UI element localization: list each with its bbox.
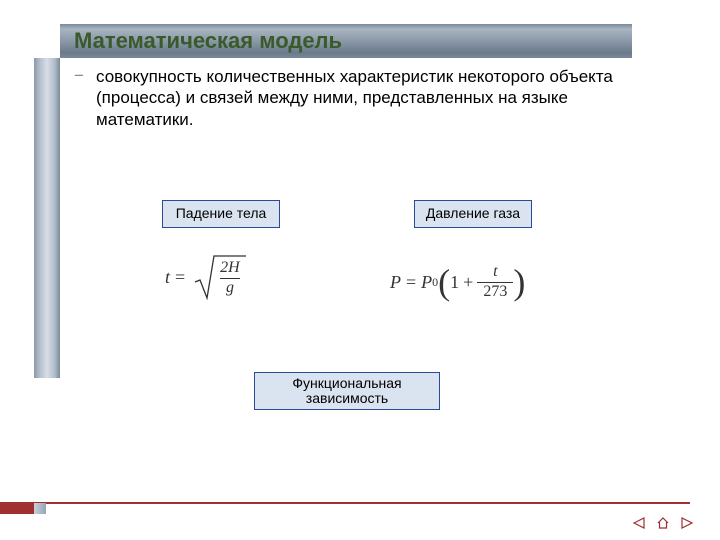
box-functional-dependency: Функциональная зависимость <box>254 372 440 410</box>
box-gas-pressure: Давление газа <box>414 200 532 228</box>
nav-controls <box>630 516 696 530</box>
box-gas-pressure-label: Давление газа <box>426 206 520 221</box>
formula-right-num: t <box>489 264 501 282</box>
triangle-left-icon <box>632 517 646 529</box>
footer-line <box>0 502 690 504</box>
formula-right-den: 273 <box>477 282 513 301</box>
nav-prev-button[interactable] <box>630 516 648 530</box>
box-falling-body-label: Падение тела <box>176 206 267 221</box>
formula-right-frac: t 273 <box>477 264 513 301</box>
formula-right-coef: P <box>421 272 432 293</box>
formula-gas-pressure: P = P0 ( 1 + t 273 ) <box>390 264 525 301</box>
formula-left-eq: = <box>175 267 185 288</box>
triangle-right-icon <box>680 517 694 529</box>
definition-text: совокупность количественных характеристи… <box>96 66 650 130</box>
formula-left-frac: 2H g <box>216 260 244 297</box>
formula-left-num: 2H <box>216 260 244 278</box>
formula-right-lhs: P <box>390 272 401 293</box>
formula-right-eq: = <box>406 272 416 293</box>
side-decoration <box>34 58 60 378</box>
paren-open-icon: ( <box>438 266 450 298</box>
paren-close-icon: ) <box>513 266 525 298</box>
formula-right-plus: + <box>463 272 473 293</box>
nav-next-button[interactable] <box>678 516 696 530</box>
formula-right-one: 1 <box>450 272 459 293</box>
formula-left-lhs: t <box>165 267 170 288</box>
definition-block: совокупность количественных характеристи… <box>74 66 650 130</box>
formula-falling-body: t = 2H g <box>165 254 244 300</box>
box-functional-dependency-label: Функциональная зависимость <box>255 376 439 407</box>
slide-title: Математическая модель <box>74 28 342 54</box>
footer-block-overlay <box>34 503 46 514</box>
box-falling-body: Падение тела <box>162 200 280 228</box>
nav-home-button[interactable] <box>654 516 672 530</box>
title-bar: Математическая модель <box>60 24 632 58</box>
home-icon <box>656 517 670 529</box>
formula-left-den: g <box>220 278 240 297</box>
